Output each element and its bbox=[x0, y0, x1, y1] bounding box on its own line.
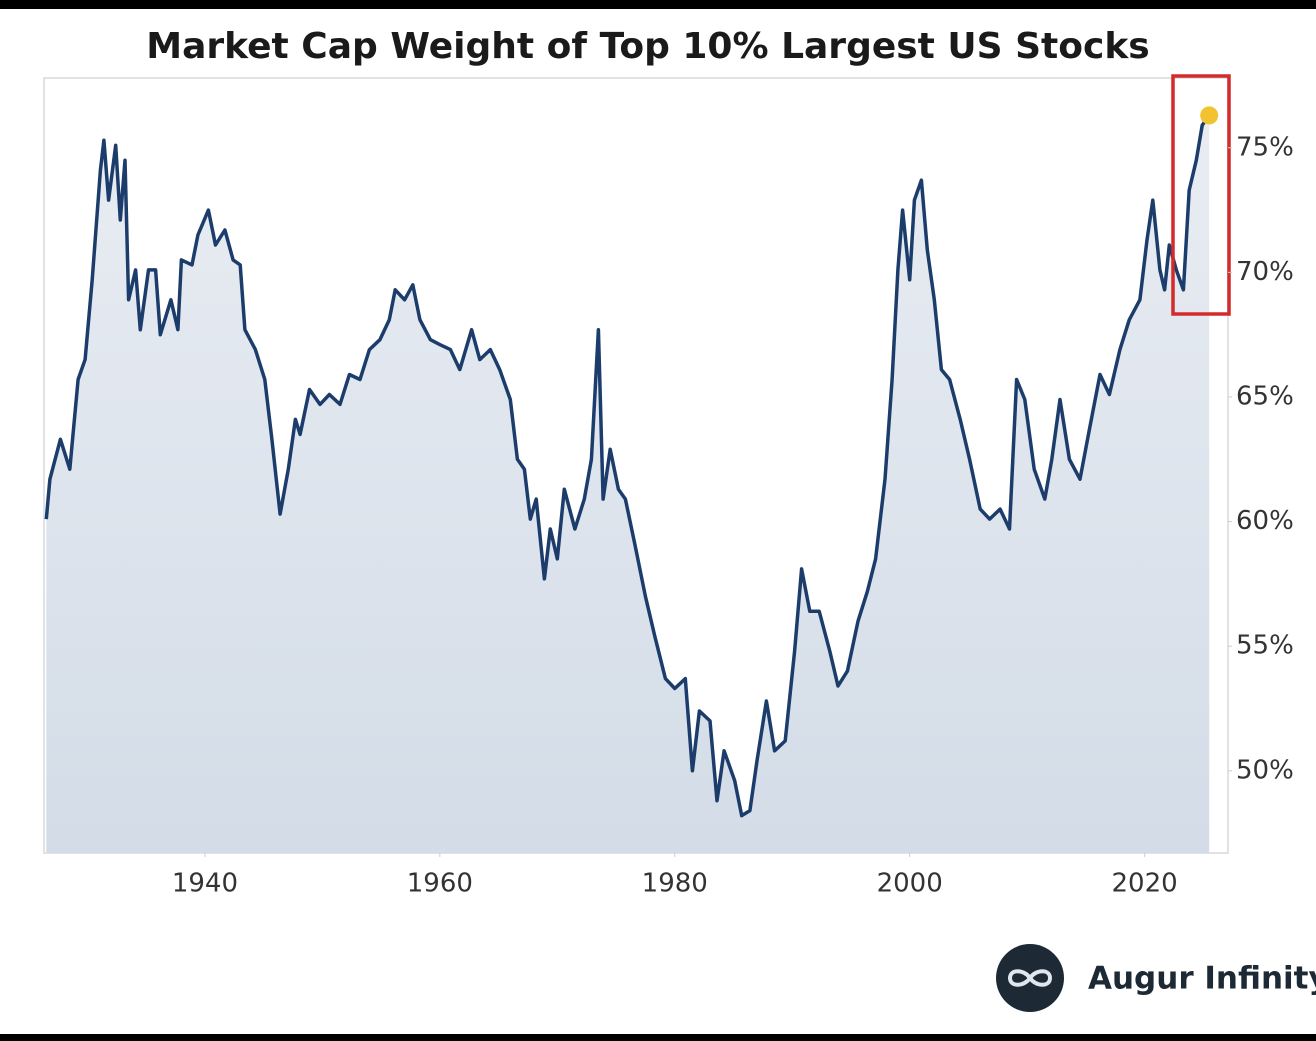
y-tick-label: 65% bbox=[1236, 381, 1294, 411]
brand: Augur Infinity bbox=[1088, 961, 1316, 997]
y-tick-label: 50% bbox=[1236, 755, 1294, 785]
area bbox=[46, 115, 1210, 853]
x-tick-label: 1940 bbox=[172, 869, 238, 899]
x-tick-label: 1960 bbox=[407, 869, 473, 899]
x-tick-label: 2000 bbox=[877, 869, 943, 899]
latest-point bbox=[1200, 106, 1219, 125]
top-bar bbox=[0, 0, 1316, 9]
y-tick-label: 75% bbox=[1236, 132, 1294, 162]
plot bbox=[44, 106, 1219, 853]
line bbox=[44, 114, 1211, 818]
bottom-bar bbox=[0, 1034, 1316, 1041]
highlight-box bbox=[1171, 74, 1231, 316]
y-tick-label: 70% bbox=[1236, 257, 1294, 287]
x-tick-label: 2020 bbox=[1112, 869, 1178, 899]
y-tick-label: 60% bbox=[1236, 506, 1294, 536]
x-tick-label: 1980 bbox=[642, 869, 708, 899]
chart-title: Market Cap Weight of Top 10% Largest US … bbox=[146, 26, 1149, 67]
logo-symbol bbox=[1007, 969, 1053, 987]
y-tick-label: 55% bbox=[1236, 631, 1294, 661]
